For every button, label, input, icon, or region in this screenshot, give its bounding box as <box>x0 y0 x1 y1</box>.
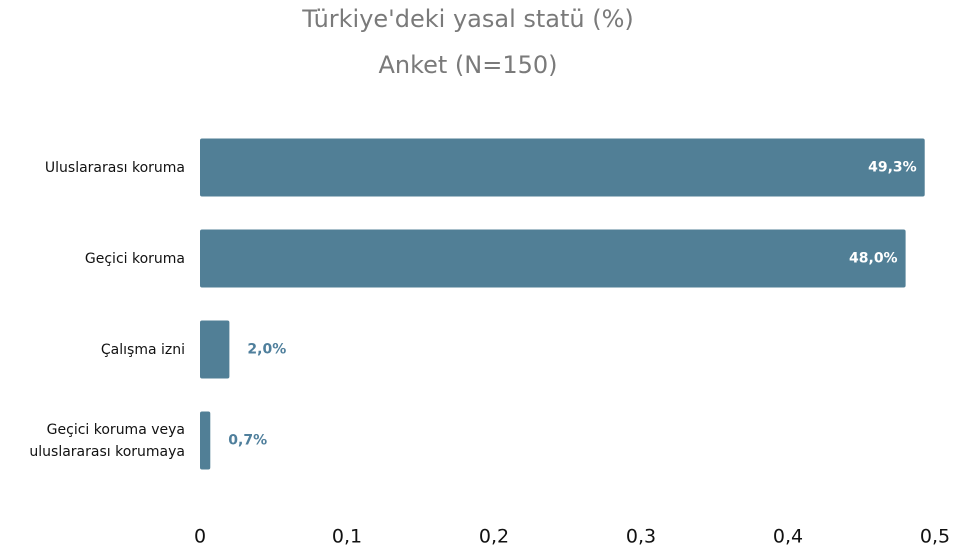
x-tick-label: 0,4 <box>773 526 803 548</box>
bar <box>200 320 230 379</box>
value-label: 0,7% <box>228 433 267 449</box>
y-tick-label: Uluslararası koruma <box>44 159 185 176</box>
chart-title: Türkiye'deki yasal statü (%) <box>301 5 634 33</box>
chart-subtitle: Anket (N=150) <box>378 51 557 79</box>
y-tick-label: Geçici koruma veya uluslararası korumaya <box>29 421 185 460</box>
value-label: 2,0% <box>247 342 286 358</box>
bar <box>200 411 211 470</box>
x-tick-label: 0,1 <box>332 526 362 548</box>
x-tick-label: 0 <box>194 526 206 548</box>
y-tick-label: Çalışma izni <box>100 341 185 358</box>
y-tick-label: Geçici koruma <box>84 250 185 267</box>
x-tick-label: 0,3 <box>626 526 656 548</box>
value-label: 48,0% <box>849 251 898 267</box>
x-tick-label: 0,2 <box>479 526 509 548</box>
bar <box>200 229 906 288</box>
bar <box>200 138 925 197</box>
value-label: 49,3% <box>868 160 917 176</box>
x-tick-label: 0,5 <box>920 526 950 548</box>
